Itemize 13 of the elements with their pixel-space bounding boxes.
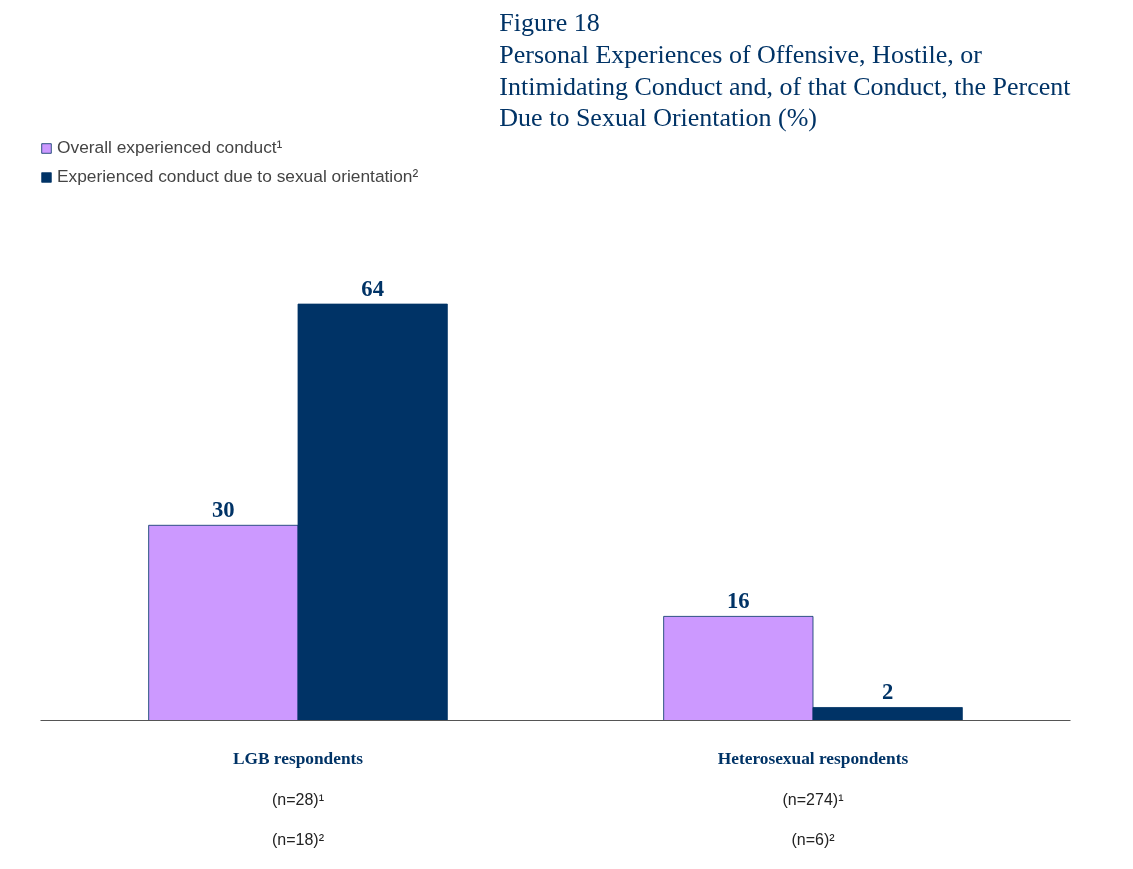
data-label: 64 [361,276,384,302]
legend-label: Overall experienced conduct¹ [57,137,283,158]
text: (n=18)² [271,830,325,848]
legend-label: Experienced conduct due to sexual orientation² [57,166,419,187]
chart-title: Figure 18 Personal Experiences of Offensive, Hostile, or Intimidating Conduct and, of that Conduct, the Percent Due to Sexual Orientation (%) [499,7,1072,133]
data-label: 30 [212,497,235,523]
x-tick-label: Heterosexual respondents [717,748,909,768]
data-label: 2 [882,679,894,705]
data-label: 16 [727,588,750,614]
text: (n=274)¹ [782,790,844,808]
text: (n=28)¹ [271,790,325,808]
x-tick-label: LGB respondents [232,748,364,768]
text: (n=6)² [791,830,836,848]
